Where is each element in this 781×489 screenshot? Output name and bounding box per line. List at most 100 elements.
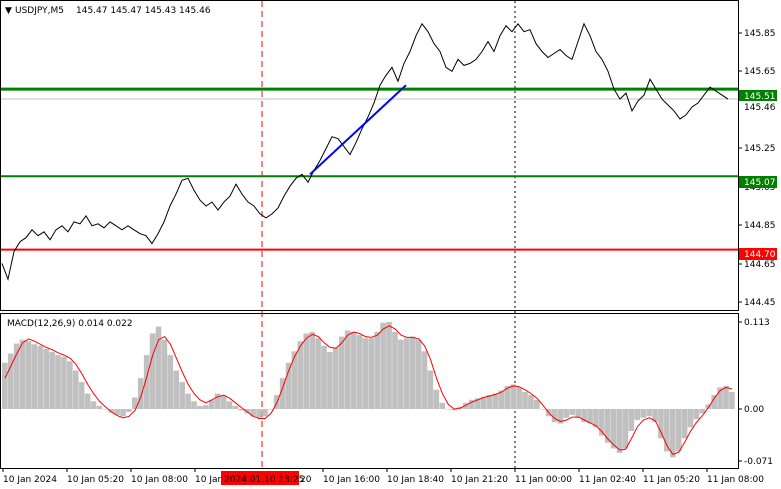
- macd-bar: [693, 409, 700, 420]
- macd-bar: [43, 348, 49, 409]
- macd-bar: [362, 338, 369, 409]
- macd-bar: [84, 393, 91, 409]
- current-price-tag: 145.46: [739, 101, 777, 113]
- macd-bar: [616, 409, 623, 453]
- time-tick-label: 11 Jan 02:40: [579, 475, 636, 485]
- macd-bar: [433, 389, 440, 409]
- macd-bar: [403, 338, 410, 409]
- macd-bar: [61, 356, 67, 409]
- price-tick-label: 145.85: [744, 29, 776, 39]
- macd-bar: [415, 339, 422, 409]
- macd-label: MACD(12,26,9) 0.014 0.022: [7, 319, 133, 329]
- macd-bar: [214, 393, 221, 409]
- macd-bar: [445, 409, 451, 410]
- macd-tick-label: 0.113: [744, 318, 770, 328]
- level-tag-bg: [739, 90, 777, 102]
- levels-layer: [1, 87, 738, 251]
- macd-bar: [528, 395, 534, 409]
- macd-bar: [315, 338, 321, 409]
- macd-bar: [132, 397, 138, 409]
- price-tick-label: 145.65: [744, 67, 776, 77]
- macd-bar: [628, 409, 635, 431]
- macd-bar: [90, 401, 97, 409]
- macd-bar: [356, 335, 363, 409]
- macd-axis[interactable]: 0.113 0.00 -0.071: [738, 318, 773, 467]
- time-tick-label: 10 Jan 18:40: [387, 475, 444, 485]
- time-tick-label: 10 Jan 05:20: [67, 475, 124, 485]
- macd-bar: [539, 409, 546, 410]
- macd-bar: [161, 339, 168, 409]
- macd-bar: [569, 409, 576, 415]
- macd-bar: [31, 344, 38, 409]
- macd-tick-label: 0.00: [744, 405, 764, 415]
- macd-bar: [321, 345, 327, 409]
- trend-line[interactable]: [309, 84, 407, 176]
- level-tag-144-70: 144.70: [739, 248, 777, 260]
- macd-bar: [664, 409, 670, 452]
- macd-bar: [333, 347, 339, 409]
- time-axis[interactable]: 10 Jan 2024 10 Jan 05:20 10 Jan 08:00 10…: [2, 468, 764, 485]
- macd-bar: [658, 409, 664, 439]
- macd-bar: [96, 405, 103, 409]
- macd-bar: [516, 387, 522, 409]
- level-tag-text: 145.07: [744, 178, 776, 188]
- macd-bar: [67, 361, 73, 409]
- time-cursor-badge: 2024.01.10 13:25: [224, 475, 304, 485]
- macd-bar: [226, 401, 233, 409]
- level-tag-text: 145.51: [744, 92, 776, 102]
- macd-bar: [149, 333, 156, 409]
- macd-bar: [439, 402, 446, 409]
- level-tag-bg: [739, 176, 777, 188]
- time-tick-label: 10 Jan 08:00: [131, 475, 188, 485]
- macd-bar: [563, 409, 570, 418]
- price-tick-label: 144.45: [744, 298, 776, 308]
- macd-bar: [25, 341, 32, 409]
- macd-bar: [303, 333, 310, 409]
- macd-histogram-layer: [2, 322, 735, 458]
- macd-bar: [279, 378, 286, 409]
- macd-bar: [208, 399, 215, 409]
- macd-bar: [604, 409, 611, 443]
- macd-bar: [13, 343, 20, 409]
- macd-tick-label: -0.071: [744, 457, 773, 467]
- macd-bar: [262, 409, 268, 417]
- macd-bar: [291, 351, 298, 409]
- level-tag-bg: [739, 248, 777, 260]
- macd-bar: [19, 339, 26, 409]
- macd-bar: [557, 409, 564, 424]
- macd-bar: [220, 395, 227, 409]
- macd-bar: [711, 395, 717, 409]
- macd-bar: [640, 409, 647, 418]
- current-price-tag-text: 145.46: [744, 103, 776, 113]
- macd-bar: [78, 382, 85, 409]
- macd-bar: [256, 409, 262, 418]
- chart-menu-arrow-icon[interactable]: ▼: [5, 6, 12, 16]
- macd-bar: [717, 387, 723, 409]
- macd-bar: [504, 385, 511, 409]
- macd-bar: [463, 402, 469, 409]
- macd-bar: [37, 345, 44, 409]
- macd-bar: [202, 405, 209, 409]
- price-panel[interactable]: [0, 0, 739, 311]
- level-tag-text: 144.70: [744, 250, 776, 260]
- macd-bar: [55, 355, 61, 409]
- macd-bar: [197, 405, 203, 409]
- macd-bar: [622, 409, 629, 449]
- macd-bar: [268, 409, 274, 410]
- macd-bar: [575, 409, 582, 418]
- macd-bar: [72, 370, 79, 409]
- price-panel-frame: [0, 0, 739, 311]
- macd-bar: [581, 409, 587, 423]
- price-axis[interactable]: 145.85 145.65 145.45 145.25 145.05 144.8…: [738, 29, 776, 308]
- macd-bar: [610, 409, 617, 449]
- macd-bar: [155, 326, 162, 409]
- macd-bar: [179, 382, 185, 409]
- macd-bar: [593, 409, 599, 428]
- ohlc-label: 145.47 145.47 145.43 145.46: [76, 6, 211, 16]
- macd-bar: [185, 393, 191, 409]
- macd-bar: [102, 409, 109, 410]
- macd-bar: [398, 339, 404, 409]
- macd-bar: [137, 378, 144, 409]
- trend-line-layer[interactable]: [309, 84, 407, 176]
